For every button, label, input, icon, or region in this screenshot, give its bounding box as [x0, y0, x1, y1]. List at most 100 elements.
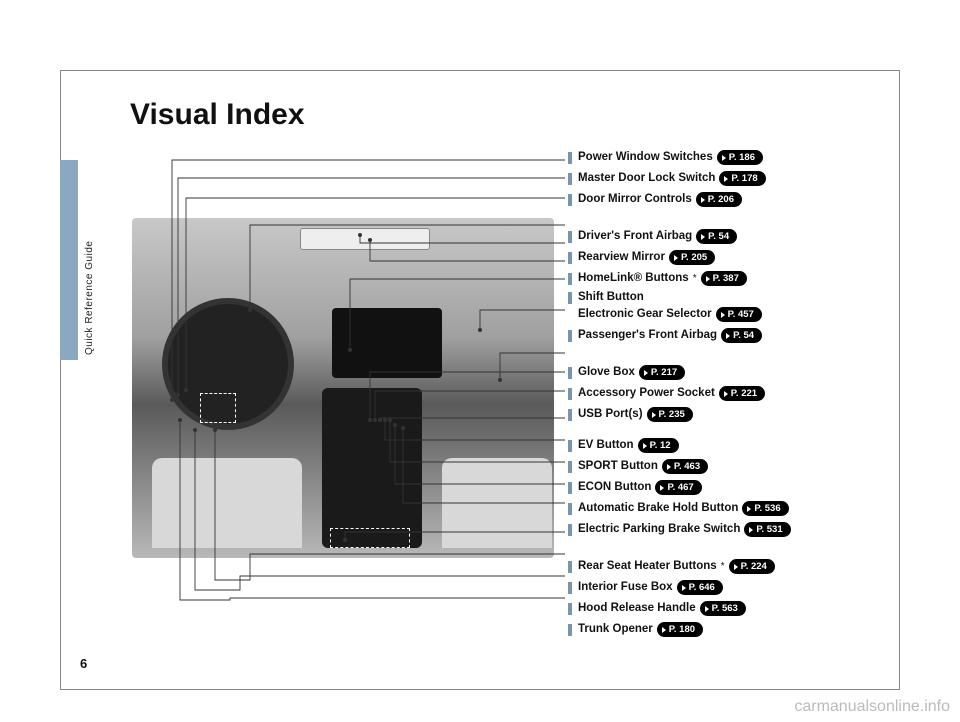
arrow-right-icon	[722, 155, 726, 161]
dash-highlight-box-upper	[200, 393, 236, 423]
index-label: Interior Fuse BoxP. 646	[568, 580, 898, 595]
label-text: EV Button	[578, 440, 634, 452]
arrow-right-icon	[701, 234, 705, 240]
page-ref-text: P. 12	[650, 441, 671, 451]
dash-mirror	[300, 228, 430, 250]
index-label: Rear Seat Heater Buttons * P. 224	[568, 559, 898, 574]
marker-icon	[568, 409, 572, 421]
arrow-right-icon	[724, 176, 728, 182]
page-ref-pill[interactable]: P. 646	[677, 580, 723, 595]
marker-icon	[568, 603, 572, 615]
page-ref-pill[interactable]: P. 178	[719, 171, 765, 186]
marker-icon	[568, 231, 572, 243]
index-label: Shift Button	[568, 292, 898, 304]
page-ref-text: P. 387	[713, 274, 739, 284]
arrow-right-icon	[667, 464, 671, 470]
marker-icon	[568, 624, 572, 636]
page-ref-pill[interactable]: P. 536	[742, 501, 788, 516]
footnote-star: *	[721, 562, 725, 572]
side-label: Quick Reference Guide	[84, 175, 98, 355]
label-text: HomeLink® Buttons	[578, 273, 689, 285]
page-ref-text: P. 457	[728, 310, 754, 320]
label-text: Shift Button	[578, 292, 644, 304]
marker-icon	[568, 503, 572, 515]
arrow-right-icon	[652, 412, 656, 418]
index-label: Accessory Power SocketP. 221	[568, 386, 898, 401]
page-ref-pill[interactable]: P. 531	[744, 522, 790, 537]
arrow-right-icon	[660, 485, 664, 491]
marker-icon	[568, 292, 572, 304]
page-ref-pill[interactable]: P. 217	[639, 365, 685, 380]
label-text: Hood Release Handle	[578, 603, 696, 615]
marker-icon	[568, 524, 572, 536]
marker-icon	[568, 173, 572, 185]
label-text: ECON Button	[578, 482, 651, 494]
marker-icon	[568, 461, 572, 473]
page-ref-pill[interactable]: P. 563	[700, 601, 746, 616]
dash-seat-left	[152, 458, 302, 548]
marker-icon	[568, 252, 572, 264]
page-ref-text: P. 563	[712, 604, 738, 614]
arrow-right-icon	[721, 312, 725, 318]
index-label: HomeLink® Buttons * P. 387	[568, 271, 898, 286]
marker-icon	[568, 582, 572, 594]
marker-icon	[568, 561, 572, 573]
page-number: 6	[80, 656, 87, 671]
page-ref-text: P. 186	[729, 153, 755, 163]
label-text: Rearview Mirror	[578, 252, 665, 264]
page-ref-text: P. 54	[708, 232, 729, 242]
page-ref-pill[interactable]: P. 180	[657, 622, 703, 637]
page-ref-pill[interactable]: P. 186	[717, 150, 763, 165]
page-ref-text: P. 235	[659, 410, 685, 420]
arrow-right-icon	[662, 627, 666, 633]
page-title: Visual Index	[130, 98, 305, 132]
page-ref-text: P. 224	[741, 562, 767, 572]
index-label: Rearview Mirror P. 205	[568, 250, 898, 265]
page-ref-pill[interactable]: P. 387	[701, 271, 747, 286]
page-ref-pill[interactable]: P. 12	[638, 438, 679, 453]
page-ref-text: P. 206	[708, 195, 734, 205]
page-ref-text: P. 467	[667, 483, 693, 493]
page-ref-pill[interactable]: P. 463	[662, 459, 708, 474]
page-ref-pill[interactable]: P. 205	[669, 250, 715, 265]
arrow-right-icon	[644, 370, 648, 376]
marker-icon	[568, 273, 572, 285]
index-label: Master Door Lock Switch P. 178	[568, 171, 898, 186]
page-ref-pill[interactable]: P. 224	[729, 559, 775, 574]
page-ref-pill[interactable]: P. 206	[696, 192, 742, 207]
index-label: Power Window Switches P. 186	[568, 150, 898, 165]
page-ref-pill[interactable]: P. 457	[716, 307, 762, 322]
index-label: EV Button P. 12	[568, 438, 898, 453]
arrow-right-icon	[747, 506, 751, 512]
label-text: SPORT Button	[578, 461, 658, 473]
label-text: Trunk Opener	[578, 624, 653, 636]
watermark: carmanualsonline.info	[794, 698, 950, 716]
arrow-right-icon	[701, 197, 705, 203]
side-tab	[60, 160, 78, 360]
footnote-star: *	[693, 274, 697, 284]
label-text: Power Window Switches	[578, 152, 713, 164]
dashboard-illustration	[132, 218, 554, 558]
index-label: Driver's Front AirbagP. 54	[568, 229, 898, 244]
index-label: ECON Button P. 467	[568, 480, 898, 495]
arrow-right-icon	[734, 564, 738, 570]
page-ref-text: P. 531	[756, 525, 782, 535]
dash-seat-right	[442, 458, 552, 548]
page-ref-pill[interactable]: P. 54	[696, 229, 737, 244]
page-ref-pill[interactable]: P. 467	[655, 480, 701, 495]
label-text: Rear Seat Heater Buttons	[578, 561, 717, 573]
marker-icon	[568, 440, 572, 452]
label-text: Automatic Brake Hold Button	[578, 503, 738, 515]
page-ref-pill[interactable]: P. 221	[719, 386, 765, 401]
label-text: Master Door Lock Switch	[578, 173, 715, 185]
label-text: Door Mirror Controls	[578, 194, 692, 206]
index-label: SPORT Button P. 463	[568, 459, 898, 474]
marker-icon	[568, 482, 572, 494]
index-label: USB Port(s) P. 235	[568, 407, 898, 422]
page-ref-text: P. 178	[731, 174, 757, 184]
page-ref-pill[interactable]: P. 235	[647, 407, 693, 422]
arrow-right-icon	[724, 391, 728, 397]
page-ref-pill[interactable]: P. 54	[721, 328, 762, 343]
index-label: Door Mirror Controls P. 206	[568, 192, 898, 207]
label-text: USB Port(s)	[578, 409, 643, 421]
